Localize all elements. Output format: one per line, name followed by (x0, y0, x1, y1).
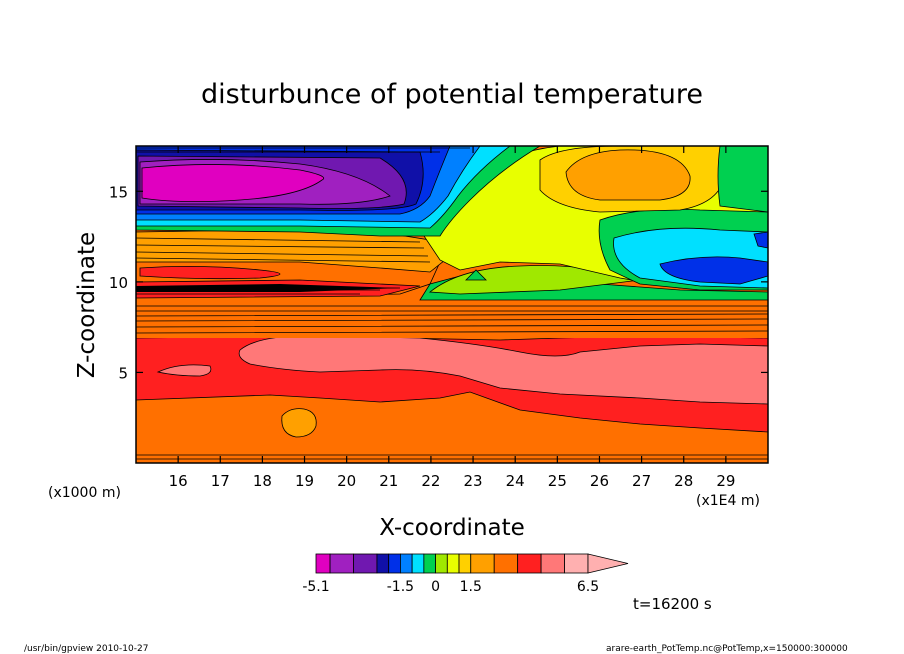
colorbar-swatch (376, 553, 390, 574)
x-tick-label: 23 (464, 472, 483, 490)
x-tick-label: 20 (337, 472, 356, 490)
time-annotation: t=16200 s (633, 595, 712, 613)
contour-streak-lines (136, 287, 400, 295)
x-ticks: 16 17 18 19 20 21 22 23 24 25 26 27 28 29 (169, 146, 735, 490)
y-ticks: 5 10 15 (109, 183, 768, 382)
x-tick-label: 29 (716, 472, 735, 490)
colorbar-swatch (458, 553, 472, 574)
colorbar-swatch (329, 553, 354, 574)
y-tick-label: 10 (109, 274, 128, 292)
contour-red-tongue (139, 266, 281, 280)
footer-left: /usr/bin/gpview 2010-10-27 (24, 644, 148, 654)
x-tick-label: 22 (421, 472, 440, 490)
x-tick-label: 28 (674, 472, 693, 490)
x-tick-label: 27 (632, 472, 651, 490)
plot-area (136, 146, 768, 463)
colorbar-swatch (446, 553, 460, 574)
x-tick-label: 21 (379, 472, 398, 490)
colorbar-swatch (423, 553, 436, 574)
contour-green-blob (465, 269, 487, 281)
colorbar-swatch (517, 553, 542, 574)
footer-right: arare-earth_PotTemp.nc@PotTemp,x=150000:… (606, 644, 848, 654)
colorbar-swatch (564, 553, 589, 574)
colorbar-swatch (470, 553, 495, 574)
colorbar-swatch (411, 553, 425, 574)
contour-cold-magenta (141, 164, 325, 202)
colorbar-swatch (493, 553, 519, 574)
plot-frame (135, 145, 769, 464)
colorbar-swatch (388, 553, 401, 574)
contour-blue-right (659, 256, 768, 285)
x-tick-label: 16 (169, 472, 188, 490)
contour-mid-stripes (136, 305, 768, 334)
contour-upper-right-orange (565, 149, 691, 201)
colorbar-swatch (540, 553, 565, 574)
y-axis-label: Z-coordinate (74, 232, 100, 378)
contour-blue-edge (753, 231, 768, 249)
colorbar-tick-label: 0 (431, 579, 440, 595)
y-tick-label: 15 (109, 183, 128, 201)
x-tick-label: 19 (295, 472, 314, 490)
contour-orange-blob (281, 408, 317, 438)
colorbar-tick-label: 1.5 (460, 579, 482, 595)
contour-bottom-stripes (136, 454, 768, 460)
colorbar-ticks: -5.1 -1.5 0 1.5 6.5 (302, 579, 599, 595)
colorbar (315, 553, 629, 574)
x-axis-label: X-coordinate (379, 515, 525, 541)
contour-upper-stripes (136, 237, 431, 263)
colorbar-tick-label: -1.5 (387, 579, 414, 595)
colorbar-swatch (315, 553, 331, 574)
colorbar-tick-label: 6.5 (577, 579, 599, 595)
x-tick-label: 17 (211, 472, 230, 490)
x-tick-label: 25 (548, 472, 567, 490)
contour-pink-small (156, 364, 212, 377)
x-tick-label: 24 (506, 472, 525, 490)
contour-green-corner (717, 146, 768, 213)
x-tick-label: 26 (590, 472, 609, 490)
colorbar-arrow (587, 553, 629, 574)
colorbar-swatch (435, 553, 448, 574)
y-unit-label: (x1000 m) (48, 485, 121, 501)
x-tick-label: 18 (253, 472, 272, 490)
colorbar-swatch (400, 553, 413, 574)
chart-title: disturbunce of potential temperature (201, 79, 703, 110)
x-unit-label: (x1E4 m) (696, 493, 760, 509)
colorbar-swatch (353, 553, 378, 574)
colorbar-tick-label: -5.1 (302, 579, 329, 595)
y-tick-label: 5 (118, 364, 128, 382)
